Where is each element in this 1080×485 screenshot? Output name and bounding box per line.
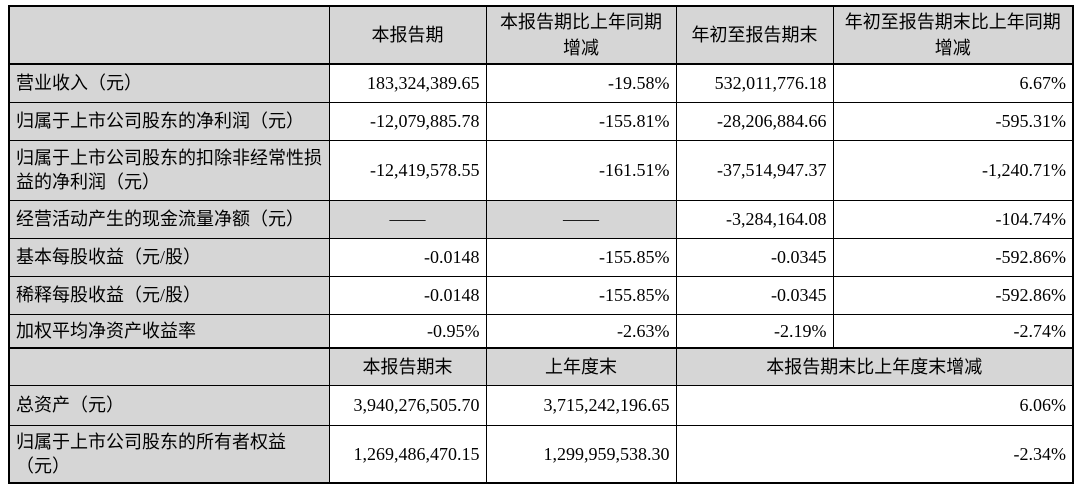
row-revenue: 营业收入（元） 183,324,389.65 -19.58% 532,011,7… xyxy=(8,63,1074,103)
revenue-current-yoy: -19.58% xyxy=(485,63,677,103)
net-profit-excl-ytd: -37,514,947.37 xyxy=(675,139,834,201)
revenue-current: 183,324,389.65 xyxy=(328,63,487,103)
header-period-end-change: 本报告期末比上年度末增减 xyxy=(675,347,1074,386)
cash-flow-current-yoy-dash: —— xyxy=(485,199,677,239)
roe-ytd-yoy: -2.74% xyxy=(832,313,1074,349)
row-operating-cash-flow: 经营活动产生的现金流量净额（元） —— —— -3,284,164.08 -10… xyxy=(8,199,1074,239)
header-period-end: 本报告期末 xyxy=(328,347,487,386)
total-assets-prior-year-end: 3,715,242,196.65 xyxy=(485,384,677,426)
equity-change: -2.34% xyxy=(675,424,1074,484)
cash-flow-label: 经营活动产生的现金流量净额（元） xyxy=(8,199,330,239)
row-basic-eps: 基本每股收益（元/股） -0.0148 -155.85% -0.0345 -59… xyxy=(8,237,1074,277)
equity-label: 归属于上市公司股东的所有者权益（元） xyxy=(8,424,330,484)
cash-flow-ytd-yoy: -104.74% xyxy=(832,199,1074,239)
roe-current-yoy: -2.63% xyxy=(485,313,677,349)
header-current-period-yoy: 本报告期比上年同期增减 xyxy=(485,5,677,66)
header2-corner-cell xyxy=(8,347,330,386)
roe-ytd: -2.19% xyxy=(675,313,834,349)
diluted-eps-label: 稀释每股收益（元/股） xyxy=(8,275,330,315)
net-profit-current-yoy: -155.81% xyxy=(485,101,677,141)
basic-eps-current: -0.0148 xyxy=(328,237,487,277)
total-assets-period-end: 3,940,276,505.70 xyxy=(328,384,487,426)
net-profit-excl-current-yoy: -161.51% xyxy=(485,139,677,201)
basic-eps-ytd: -0.0345 xyxy=(675,237,834,277)
header-current-period: 本报告期 xyxy=(328,5,487,66)
row-net-profit-excl-nonrecurring: 归属于上市公司股东的扣除非经常性损益的净利润（元） -12,419,578.55… xyxy=(8,139,1074,201)
total-assets-change: 6.06% xyxy=(675,384,1074,426)
net-profit-ytd-yoy: -595.31% xyxy=(832,101,1074,141)
financial-summary-table-wrap: 本报告期 本报告期比上年同期增减 年初至报告期末 年初至报告期末比上年同期增减 … xyxy=(8,5,1074,485)
revenue-ytd-yoy: 6.67% xyxy=(832,63,1074,103)
row-total-assets: 总资产（元） 3,940,276,505.70 3,715,242,196.65… xyxy=(8,384,1074,426)
header-prior-year-end: 上年度末 xyxy=(485,347,677,386)
diluted-eps-ytd-yoy: -592.86% xyxy=(832,275,1074,315)
basic-eps-current-yoy: -155.85% xyxy=(485,237,677,277)
revenue-label: 营业收入（元） xyxy=(8,63,330,103)
cash-flow-ytd: -3,284,164.08 xyxy=(675,199,834,239)
row-net-profit: 归属于上市公司股东的净利润（元） -12,079,885.78 -155.81%… xyxy=(8,101,1074,141)
header-ytd: 年初至报告期末 xyxy=(675,5,834,66)
basic-eps-ytd-yoy: -592.86% xyxy=(832,237,1074,277)
header-row-period: 本报告期 本报告期比上年同期增减 年初至报告期末 年初至报告期末比上年同期增减 xyxy=(8,5,1074,66)
header-ytd-yoy: 年初至报告期末比上年同期增减 xyxy=(832,5,1074,66)
net-profit-excl-label: 归属于上市公司股东的扣除非经常性损益的净利润（元） xyxy=(8,139,330,201)
net-profit-current: -12,079,885.78 xyxy=(328,101,487,141)
header-corner-cell xyxy=(8,5,330,66)
basic-eps-label: 基本每股收益（元/股） xyxy=(8,237,330,277)
row-weighted-avg-roe: 加权平均净资产收益率 -0.95% -2.63% -2.19% -2.74% xyxy=(8,313,1074,349)
net-profit-ytd: -28,206,884.66 xyxy=(675,101,834,141)
roe-label: 加权平均净资产收益率 xyxy=(8,313,330,349)
diluted-eps-current-yoy: -155.85% xyxy=(485,275,677,315)
financial-summary-table: 本报告期 本报告期比上年同期增减 年初至报告期末 年初至报告期末比上年同期增减 … xyxy=(8,5,1074,485)
row-owners-equity: 归属于上市公司股东的所有者权益（元） 1,269,486,470.15 1,29… xyxy=(8,424,1074,484)
revenue-ytd: 532,011,776.18 xyxy=(675,63,834,103)
equity-prior-year-end: 1,299,959,538.30 xyxy=(485,424,677,484)
row-diluted-eps: 稀释每股收益（元/股） -0.0148 -155.85% -0.0345 -59… xyxy=(8,275,1074,315)
roe-current: -0.95% xyxy=(328,313,487,349)
equity-period-end: 1,269,486,470.15 xyxy=(328,424,487,484)
net-profit-label: 归属于上市公司股东的净利润（元） xyxy=(8,101,330,141)
cash-flow-current-dash: —— xyxy=(328,199,487,239)
net-profit-excl-ytd-yoy: -1,240.71% xyxy=(832,139,1074,201)
total-assets-label: 总资产（元） xyxy=(8,384,330,426)
diluted-eps-ytd: -0.0345 xyxy=(675,275,834,315)
net-profit-excl-current: -12,419,578.55 xyxy=(328,139,487,201)
header-row-period-end: 本报告期末 上年度末 本报告期末比上年度末增减 xyxy=(8,347,1074,386)
diluted-eps-current: -0.0148 xyxy=(328,275,487,315)
